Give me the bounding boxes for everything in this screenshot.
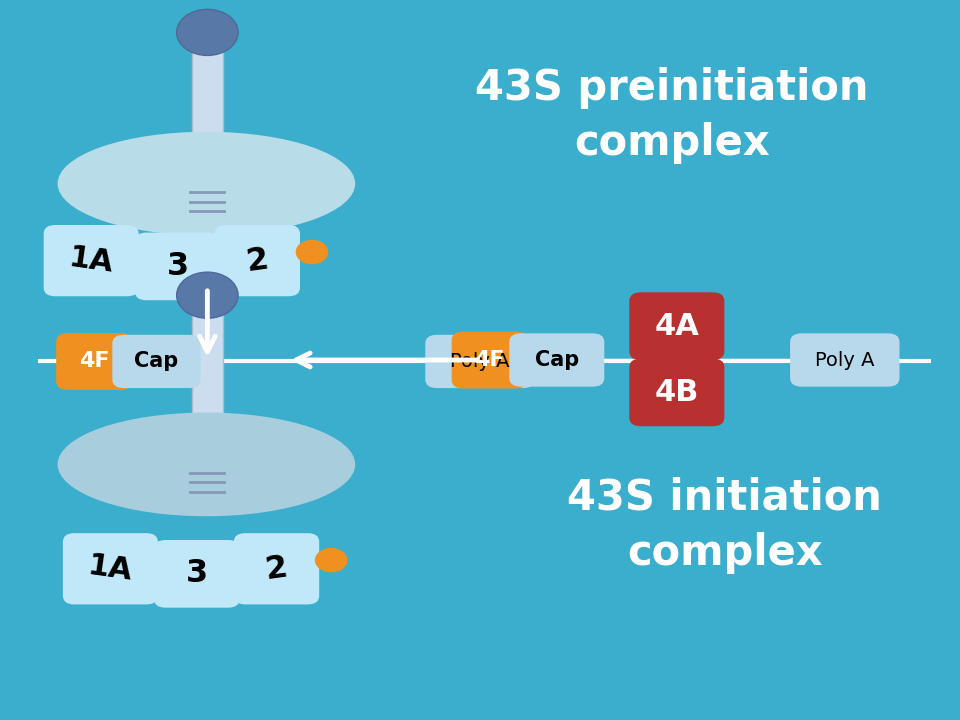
- Text: 1A: 1A: [67, 243, 115, 278]
- Text: 4F: 4F: [474, 350, 505, 370]
- Text: Poly A: Poly A: [450, 352, 510, 371]
- FancyBboxPatch shape: [233, 533, 319, 605]
- Text: 3: 3: [166, 251, 189, 282]
- FancyBboxPatch shape: [630, 359, 724, 426]
- FancyBboxPatch shape: [630, 292, 724, 360]
- Text: 2: 2: [244, 244, 271, 277]
- Text: 43S preinitiation
complex: 43S preinitiation complex: [475, 67, 869, 164]
- Text: 4B: 4B: [655, 378, 699, 407]
- Text: 43S initiation
complex: 43S initiation complex: [567, 477, 882, 575]
- Text: 1A: 1A: [86, 552, 134, 586]
- Text: 4F: 4F: [79, 351, 109, 372]
- FancyBboxPatch shape: [57, 333, 132, 390]
- Text: Poly A: Poly A: [815, 351, 875, 369]
- FancyBboxPatch shape: [63, 533, 158, 605]
- FancyBboxPatch shape: [112, 335, 201, 388]
- FancyBboxPatch shape: [451, 331, 528, 389]
- FancyBboxPatch shape: [790, 333, 900, 387]
- Text: 4A: 4A: [655, 312, 699, 341]
- FancyBboxPatch shape: [44, 225, 139, 297]
- FancyBboxPatch shape: [509, 333, 605, 387]
- Ellipse shape: [58, 132, 355, 235]
- Circle shape: [177, 272, 238, 318]
- Text: Cap: Cap: [535, 350, 579, 370]
- FancyBboxPatch shape: [215, 225, 300, 297]
- Bar: [192, 47, 223, 184]
- Bar: [192, 310, 223, 464]
- Ellipse shape: [58, 413, 355, 516]
- Text: Cap: Cap: [134, 351, 179, 372]
- Circle shape: [296, 240, 328, 264]
- FancyBboxPatch shape: [134, 233, 220, 300]
- FancyBboxPatch shape: [425, 335, 535, 388]
- Circle shape: [177, 9, 238, 55]
- FancyBboxPatch shape: [154, 540, 239, 608]
- Text: 2: 2: [263, 552, 290, 585]
- Circle shape: [315, 548, 348, 572]
- Text: 3: 3: [185, 558, 208, 590]
